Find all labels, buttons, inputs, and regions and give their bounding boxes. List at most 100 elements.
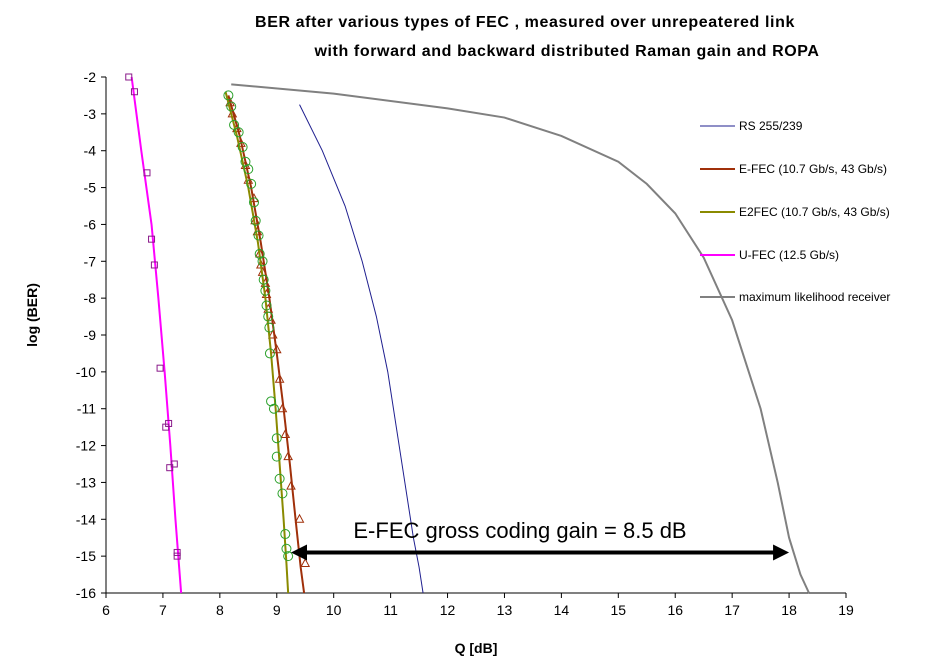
data-point xyxy=(280,428,291,439)
x-tick-label: 19 xyxy=(838,602,854,618)
x-tick-label: 6 xyxy=(102,602,110,618)
series-line xyxy=(227,95,306,594)
data-point xyxy=(286,480,296,490)
x-axis-label: Q [dB] xyxy=(455,640,498,656)
y-tick-label: -15 xyxy=(76,548,96,564)
data-point xyxy=(240,156,251,167)
data-point xyxy=(148,235,156,243)
data-point xyxy=(253,230,264,241)
legend-label: RS 255/239 xyxy=(739,119,803,133)
y-tick-label: -12 xyxy=(76,438,96,454)
legend-item: RS 255/239 xyxy=(700,119,803,133)
data-point xyxy=(281,543,292,554)
data-point xyxy=(274,373,285,383)
y-axis-label: log (BER) xyxy=(24,283,40,347)
y-tick-label: -5 xyxy=(84,180,97,196)
data-point xyxy=(143,169,151,177)
series-e2fec-10-7-gb-s-43-gb-s xyxy=(223,90,294,594)
data-point xyxy=(249,197,259,208)
series-u-fec-12-5-gb-s xyxy=(125,73,183,594)
plot-area: 6 7 8 9 10 11 12 13 14 15 16 17 18 19 -2 -3 -4 -5 -6 -7 -8 -9… xyxy=(76,69,854,618)
y-tick-label: -10 xyxy=(76,364,96,380)
data-point xyxy=(165,419,173,427)
y-tick-label: -11 xyxy=(77,401,96,417)
y-tick-label: -9 xyxy=(84,327,97,343)
data-point xyxy=(260,285,271,296)
legend-label: U-FEC (12.5 Gb/s) xyxy=(739,248,839,262)
y-tick-label: -13 xyxy=(76,474,96,490)
x-tick-label: 12 xyxy=(440,602,456,618)
legend-item: maximum likelihood receiver xyxy=(700,290,890,304)
y-tick-label: -14 xyxy=(76,511,96,527)
data-point xyxy=(261,300,272,311)
data-point xyxy=(166,464,174,472)
y-tick-label: -2 xyxy=(84,69,97,85)
series-line xyxy=(231,83,810,594)
data-point xyxy=(264,322,275,333)
annotation-arrowhead-right xyxy=(773,544,790,561)
y-tick-label: -6 xyxy=(84,216,97,232)
data-point xyxy=(266,396,277,407)
data-point xyxy=(283,451,293,461)
annotation-arrowhead-left xyxy=(291,544,307,561)
legend: RS 255/239 E-FEC (10.7 Gb/s, 43 Gb/s) E2FE… xyxy=(700,119,890,304)
series-line xyxy=(299,104,424,594)
legend-label: E2FEC (10.7 Gb/s, 43 Gb/s) xyxy=(739,205,890,219)
legend-label: E-FEC (10.7 Gb/s, 43 Gb/s) xyxy=(739,162,887,176)
data-point xyxy=(267,329,278,339)
y-tick-label: -8 xyxy=(84,290,97,306)
data-point xyxy=(257,256,268,267)
x-tick-label: 16 xyxy=(667,602,683,618)
x-tick-label: 18 xyxy=(781,602,797,618)
data-point xyxy=(274,473,285,484)
data-point xyxy=(173,548,181,556)
data-point xyxy=(254,248,265,259)
data-point xyxy=(237,142,248,153)
x-tick-label: 15 xyxy=(611,602,627,618)
data-point xyxy=(223,90,234,101)
legend-item: U-FEC (12.5 Gb/s) xyxy=(700,248,839,262)
data-point xyxy=(246,178,257,189)
data-point xyxy=(280,529,291,540)
chart-title-line1: BER after various types of FEC , measure… xyxy=(255,14,795,31)
data-point xyxy=(277,488,288,499)
annotation-text: E-FEC gross coding gain = 8.5 dB xyxy=(353,518,686,543)
y-tick-label: -16 xyxy=(76,585,96,601)
data-point xyxy=(125,73,133,81)
data-point xyxy=(300,557,311,568)
legend-item: E-FEC (10.7 Gb/s, 43 Gb/s) xyxy=(700,162,887,176)
data-point xyxy=(226,101,237,112)
x-tick-label: 8 xyxy=(216,602,224,618)
data-point xyxy=(283,551,294,562)
data-point xyxy=(271,433,282,444)
data-point xyxy=(271,451,282,462)
series-layer xyxy=(125,73,810,594)
data-point xyxy=(294,513,305,523)
data-point xyxy=(271,344,282,354)
data-point xyxy=(250,215,261,226)
data-point xyxy=(229,119,240,130)
data-point xyxy=(243,164,254,175)
series-e-fec-10-7-gb-s-43-gb-s xyxy=(225,95,311,594)
legend-label: maximum likelihood receiver xyxy=(739,290,890,304)
y-tick-label: -4 xyxy=(84,143,97,159)
y-tick-label: -3 xyxy=(84,106,97,122)
series-maximum-likelihood-receiver xyxy=(231,83,810,594)
legend-item: E2FEC (10.7 Gb/s, 43 Gb/s) xyxy=(700,205,890,219)
x-tick-label: 10 xyxy=(326,602,342,618)
data-point xyxy=(233,127,244,138)
series-line xyxy=(224,91,290,594)
data-point xyxy=(258,274,269,285)
x-tick-label: 9 xyxy=(273,602,281,618)
x-tick-label: 7 xyxy=(159,602,167,618)
data-point xyxy=(156,364,164,372)
chart-title-line2: with forward and backward distributed Ra… xyxy=(313,43,819,60)
data-point xyxy=(263,311,274,322)
x-tick-label: 13 xyxy=(497,602,513,618)
y-tick-label: -7 xyxy=(84,253,97,269)
annotation-layer: E-FEC gross coding gain = 8.5 dB xyxy=(291,518,790,561)
data-point xyxy=(264,348,275,359)
series-line xyxy=(130,76,183,594)
data-point xyxy=(173,552,181,560)
